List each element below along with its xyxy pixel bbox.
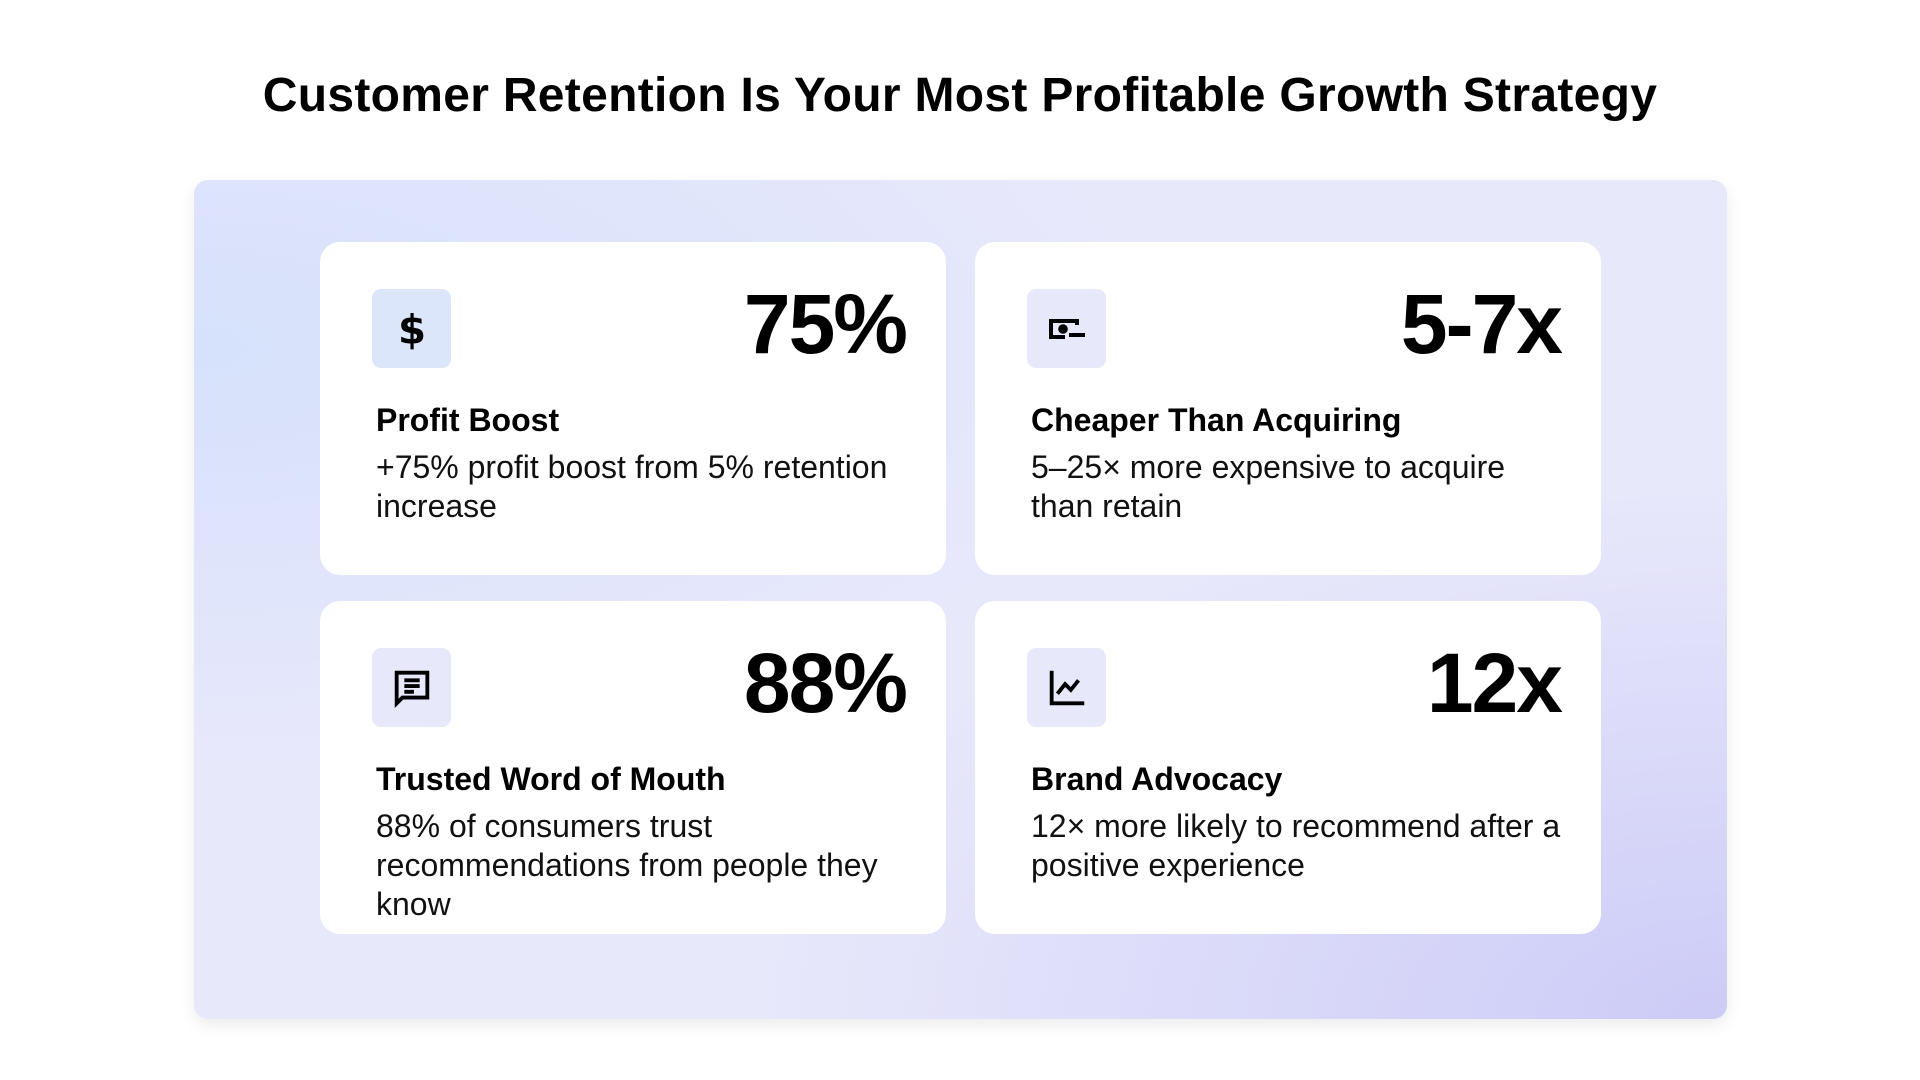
card-description: 12× more likely to recommend after a pos… [1031,808,1561,883]
card-title: Profit Boost [376,402,560,438]
svg-text:$: $ [397,307,425,351]
stat-value: 88% [743,636,908,730]
cash-icon [1027,289,1106,368]
stat-card-cheaper-than-acquiring: 5-7x Cheaper Than Acquiring 5–25× more e… [975,242,1601,575]
line-chart-icon [1027,648,1106,727]
card-title: Cheaper Than Acquiring [1031,402,1402,438]
card-title: Brand Advocacy [1031,761,1283,797]
stat-card-brand-advocacy: 12x Brand Advocacy 12× more likely to re… [975,601,1601,934]
card-description: 88% of consumers trust recommendations f… [376,808,878,922]
stat-value: 5-7x [1400,277,1563,371]
message-icon [372,648,451,727]
stat-card-word-of-mouth: 88% Trusted Word of Mouth 88% of consume… [320,601,946,934]
card-description: +75% profit boost from 5% retention incr… [376,449,888,524]
stat-card-profit-boost: $ 75% Profit Boost +75% profit boost fro… [320,242,946,575]
stat-value: 75% [743,277,908,371]
card-title: Trusted Word of Mouth [376,761,726,797]
page-title: Customer Retention Is Your Most Profitab… [262,69,1658,122]
stat-value: 12x [1426,636,1563,730]
card-description: 5–25× more expensive to acquire than ret… [1031,449,1506,524]
stats-panel: $ 75% Profit Boost +75% profit boost fro… [194,180,1727,1019]
dollar-icon: $ [372,289,451,368]
